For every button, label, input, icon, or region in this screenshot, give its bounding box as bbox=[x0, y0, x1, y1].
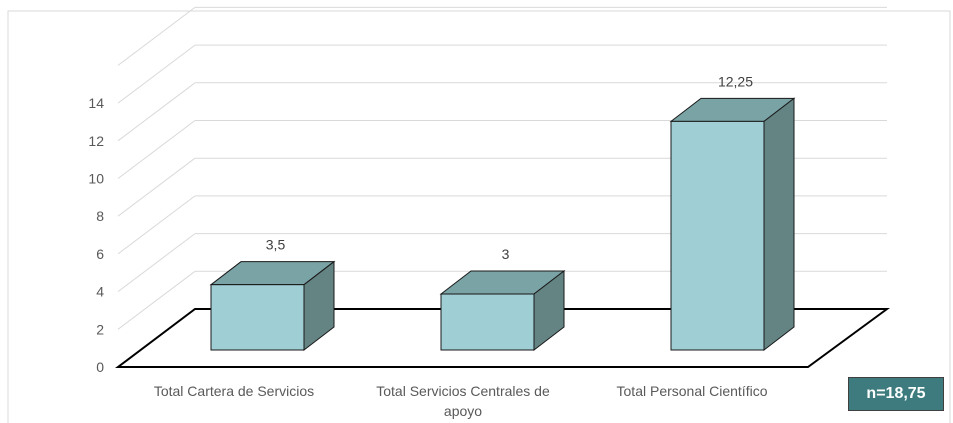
gridline-side bbox=[117, 157, 196, 217]
y-tick-label: 12 bbox=[88, 133, 104, 149]
y-tick-label: 4 bbox=[96, 284, 104, 300]
y-tick-label: 10 bbox=[88, 171, 104, 187]
gridline-side bbox=[117, 120, 196, 179]
y-tick-label: 6 bbox=[96, 246, 104, 262]
gridline-side bbox=[117, 82, 196, 142]
x-tick-label: apoyo bbox=[444, 403, 482, 419]
bar-side bbox=[763, 97, 795, 352]
gridline-side bbox=[117, 195, 196, 255]
x-tick-label: Total Servicios Centrales de bbox=[376, 383, 550, 399]
bar bbox=[440, 293, 535, 351]
gridline-side bbox=[117, 233, 196, 292]
bar bbox=[670, 120, 765, 351]
y-tick-label: 0 bbox=[96, 359, 104, 375]
gridline-side bbox=[117, 270, 196, 330]
gridline-side bbox=[117, 44, 196, 104]
y-tick-label: 2 bbox=[96, 321, 104, 337]
data-label: 3,5 bbox=[266, 237, 286, 253]
chart-floor bbox=[115, 308, 891, 368]
bar bbox=[210, 284, 305, 351]
plot-border bbox=[7, 10, 951, 423]
sample-size-badge: n=18,75 bbox=[848, 377, 944, 411]
gridline-side bbox=[117, 7, 196, 66]
y-tick-label: 8 bbox=[96, 208, 104, 224]
x-tick-label: Total Cartera de Servicios bbox=[154, 383, 314, 399]
y-tick-label: 14 bbox=[88, 95, 104, 111]
x-tick-label: Total Personal Científico bbox=[617, 383, 768, 399]
data-label: 3 bbox=[502, 246, 510, 262]
data-label: 12,25 bbox=[718, 73, 753, 89]
